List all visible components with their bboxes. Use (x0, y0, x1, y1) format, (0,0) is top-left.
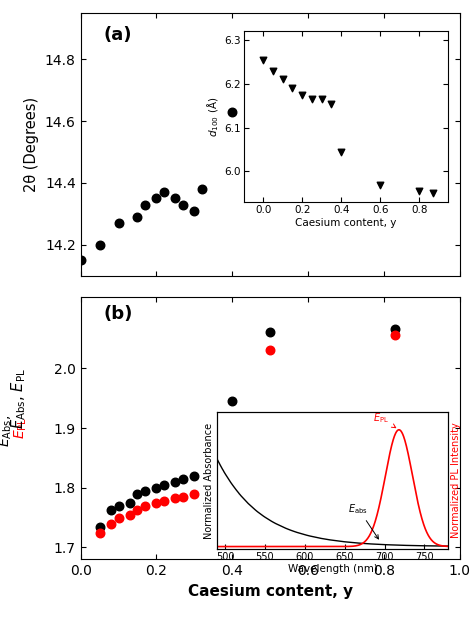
Point (153, 193, 160, 203)
Point (172, 493, 179, 503)
X-axis label: Caesium content, y: Caesium content, y (188, 584, 353, 599)
Point (141, 199, 149, 210)
Point (141, 500, 149, 511)
Point (96, 521, 103, 532)
Point (160, 480, 168, 490)
Point (191, 471, 198, 481)
Point (228, 396, 236, 406)
Point (115, 500, 122, 511)
Text: $E_{\rm Abs}$,: $E_{\rm Abs}$, (0, 409, 14, 447)
Point (228, 107, 236, 117)
Point (134, 212, 141, 222)
Point (392, 324, 399, 334)
Y-axis label: Normalized PL Intensity: Normalized PL Intensity (451, 422, 461, 538)
Point (361, 39, 369, 49)
Point (96, 240, 103, 250)
Point (266, 327, 274, 338)
Point (392, 331, 399, 341)
Point (172, 193, 179, 203)
Point (126, 509, 134, 520)
Point (179, 474, 187, 484)
Point (153, 498, 160, 508)
Text: $E_{\rm PL}$: $E_{\rm PL}$ (13, 417, 29, 439)
Point (107, 505, 115, 516)
Point (96, 527, 103, 538)
Text: (b): (b) (103, 305, 133, 323)
Point (191, 489, 198, 499)
Y-axis label: 2θ (Degrees): 2θ (Degrees) (24, 96, 39, 192)
Point (126, 498, 134, 508)
Point (228, 417, 236, 427)
Point (160, 496, 168, 506)
Point (107, 518, 115, 529)
Point (179, 491, 187, 502)
Point (191, 206, 198, 216)
Point (179, 199, 187, 210)
Point (266, 345, 274, 356)
Point (115, 218, 122, 228)
Point (115, 512, 122, 523)
Point (134, 505, 141, 515)
Point (266, 54, 274, 64)
Text: (a): (a) (103, 26, 132, 44)
Point (198, 184, 206, 194)
Point (153, 483, 160, 493)
Point (77, 255, 84, 266)
Point (141, 485, 149, 496)
Point (172, 476, 179, 487)
Text: $E_\mathrm{Abs}$, $E_\mathrm{PL}$: $E_\mathrm{Abs}$, $E_\mathrm{PL}$ (9, 368, 28, 429)
Point (160, 187, 168, 197)
Point (134, 489, 141, 499)
